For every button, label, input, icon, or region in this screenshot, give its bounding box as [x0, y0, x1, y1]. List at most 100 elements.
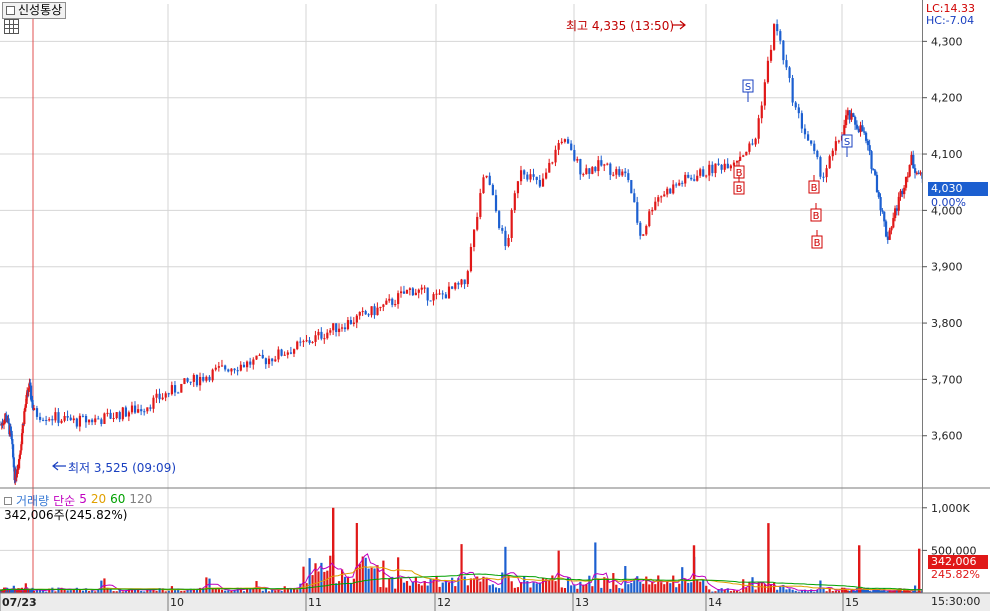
volume-bar	[211, 588, 214, 593]
candle-body	[246, 361, 249, 368]
candle-body	[884, 221, 888, 237]
volume-bar	[289, 588, 293, 593]
volume-bar	[0, 589, 3, 593]
volume-bar	[819, 580, 822, 593]
candle-body	[308, 340, 311, 343]
candle-body	[35, 408, 39, 417]
volume-bar	[554, 581, 557, 593]
candle-body	[510, 210, 513, 238]
volume-bar	[417, 583, 420, 593]
candle-body	[904, 176, 908, 188]
candle-body	[554, 149, 557, 163]
candle-body	[507, 237, 510, 247]
candle-body	[332, 323, 335, 331]
candle-body	[757, 118, 760, 139]
current-price-box: 4,030	[928, 182, 988, 196]
candle-body	[779, 31, 782, 41]
candle-body	[60, 420, 63, 423]
volume-bar	[675, 587, 678, 593]
buy-signal-box	[810, 208, 822, 222]
candle-body	[42, 419, 45, 421]
candle-body	[895, 208, 899, 211]
volume-bar	[75, 587, 78, 593]
candle-body	[103, 413, 106, 424]
candle-body	[97, 418, 100, 420]
candle-body	[88, 419, 91, 423]
candle-body	[323, 338, 326, 340]
volume-bar	[696, 579, 699, 593]
volume-bar	[173, 590, 177, 593]
volume-bar	[121, 591, 124, 593]
grid-toggle-icon[interactable]	[4, 19, 19, 34]
volume-bar	[192, 588, 195, 593]
candle-body	[296, 341, 299, 350]
candle-body	[800, 113, 804, 129]
volume-bar	[227, 590, 230, 593]
volume-bar	[763, 584, 766, 593]
volume-bar	[690, 582, 693, 593]
volume-bar	[846, 590, 850, 593]
volume-bar	[355, 522, 358, 593]
candle-body	[813, 143, 816, 151]
candle-body	[426, 287, 429, 301]
candle-body	[669, 188, 672, 194]
candle-body	[702, 169, 705, 177]
candle-body	[335, 323, 338, 333]
candle-body	[25, 394, 28, 404]
candle-body	[205, 376, 208, 381]
volume-tick-label: 500,000	[931, 544, 977, 557]
candle-body	[367, 314, 370, 316]
candle-body	[451, 286, 454, 289]
buy-signal-box	[808, 180, 820, 194]
volume-bar	[343, 576, 347, 593]
candle-body	[447, 286, 451, 299]
candle-body	[582, 174, 585, 176]
volume-bar	[850, 588, 853, 593]
volume-bar	[615, 584, 618, 593]
volume-bar	[813, 591, 816, 593]
volume-bar	[516, 587, 520, 593]
candle-body	[687, 174, 690, 178]
candle-body	[385, 300, 388, 305]
candle-body	[720, 164, 723, 170]
candle-body	[189, 381, 192, 383]
candle-body	[678, 182, 681, 186]
candle-body	[729, 165, 732, 169]
candle-body	[651, 209, 654, 212]
volume-bar	[340, 569, 344, 593]
candle-body	[460, 279, 463, 285]
candle-body	[693, 179, 696, 181]
candle-body	[320, 331, 323, 339]
candle-body	[429, 300, 432, 302]
volume-bar	[408, 585, 412, 593]
stock-title[interactable]: 신성통상	[2, 2, 67, 19]
candle-body	[735, 160, 739, 163]
candle-body	[463, 279, 466, 285]
volume-bar	[476, 576, 479, 593]
candle-body	[834, 141, 837, 151]
candle-body	[267, 358, 271, 365]
candle-body	[910, 154, 913, 165]
volume-bar	[177, 588, 180, 593]
volume-bar	[529, 587, 532, 593]
candle-body	[382, 304, 385, 307]
volume-bar	[397, 557, 400, 593]
candle-body	[819, 157, 822, 177]
volume-spike-bar	[692, 545, 696, 593]
candle-body	[645, 226, 648, 235]
volume-bar	[84, 588, 88, 593]
candle-body	[20, 433, 24, 445]
volume-bar	[94, 591, 97, 593]
candle-body	[54, 412, 57, 421]
candle-body	[12, 457, 15, 468]
volume-bar	[57, 587, 60, 593]
candle-body	[314, 335, 317, 342]
candle-body	[173, 385, 177, 393]
volume-bar	[855, 587, 859, 593]
volume-bar	[402, 582, 406, 593]
candle-body	[143, 411, 146, 413]
x-axis-label: 14	[708, 596, 722, 609]
candle-body	[485, 175, 488, 178]
candle-body	[202, 376, 205, 381]
buy-signal-letter: B	[811, 183, 818, 194]
